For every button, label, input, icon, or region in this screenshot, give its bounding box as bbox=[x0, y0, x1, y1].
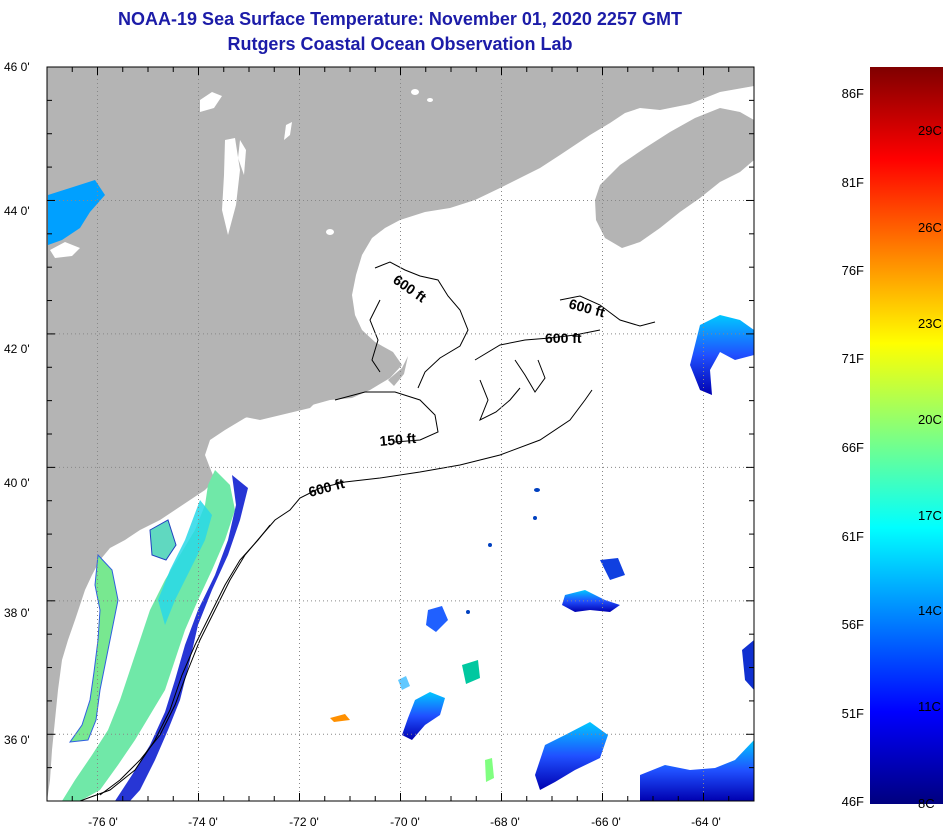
lat-label: 44 0' bbox=[4, 204, 30, 218]
map-title: NOAA-19 Sea Surface Temperature: Novembe… bbox=[118, 9, 682, 29]
colorbar-f-label: 76F bbox=[841, 263, 864, 278]
lat-label: 46 0' bbox=[4, 60, 30, 74]
lon-label: -70 0' bbox=[390, 815, 420, 829]
contour-label: 600 ft bbox=[545, 330, 582, 346]
lon-label: -64 0' bbox=[691, 815, 721, 829]
lon-label: -74 0' bbox=[188, 815, 218, 829]
axis-ticks bbox=[46, 66, 755, 802]
lat-label: 42 0' bbox=[4, 342, 30, 356]
mainland bbox=[47, 67, 754, 801]
colorbar-c-label: 29C bbox=[918, 123, 942, 138]
colorbar-c-label: 20C bbox=[918, 412, 942, 427]
delaware-bay bbox=[149, 519, 177, 561]
nova-scotia bbox=[595, 108, 754, 248]
colorbar-c-label: 26C bbox=[918, 220, 942, 235]
lat-label: 36 0' bbox=[4, 733, 30, 747]
contour-label: 150 ft bbox=[379, 430, 417, 449]
colorbar-c-label: 17C bbox=[918, 508, 942, 523]
map-subtitle: Rutgers Coastal Ocean Observation Lab bbox=[227, 34, 573, 54]
colorbar bbox=[870, 67, 943, 804]
bathymetry-contours bbox=[79, 261, 656, 801]
colorbar-f-label: 46F bbox=[841, 794, 864, 809]
lon-label: -76 0' bbox=[88, 815, 118, 829]
colorbar-f-label: 86F bbox=[841, 86, 864, 101]
cape-cod bbox=[388, 356, 408, 386]
lat-label: 40 0' bbox=[4, 476, 30, 490]
colorbar-f-label: 56F bbox=[841, 617, 864, 632]
colorbar-f-label: 61F bbox=[841, 529, 864, 544]
colorbar-c-label: 14C bbox=[918, 603, 942, 618]
lon-label: -66 0' bbox=[591, 815, 621, 829]
colorbar-c-label: 23C bbox=[918, 316, 942, 331]
inland-lakes bbox=[50, 89, 433, 322]
lon-label: -72 0' bbox=[289, 815, 319, 829]
colorbar-c-label: 8C bbox=[918, 796, 935, 811]
lon-label: -68 0' bbox=[490, 815, 520, 829]
colorbar-f-label: 71F bbox=[841, 351, 864, 366]
colorbar-f-label: 66F bbox=[841, 440, 864, 455]
colorbar-f-label: 81F bbox=[841, 175, 864, 190]
sst-patches bbox=[48, 180, 754, 801]
colorbar-f-label: 51F bbox=[841, 706, 864, 721]
lat-label: 38 0' bbox=[4, 606, 30, 620]
colorbar-c-label: 11C bbox=[918, 699, 941, 714]
chesapeake-bay bbox=[68, 553, 119, 743]
long-island bbox=[240, 400, 318, 420]
